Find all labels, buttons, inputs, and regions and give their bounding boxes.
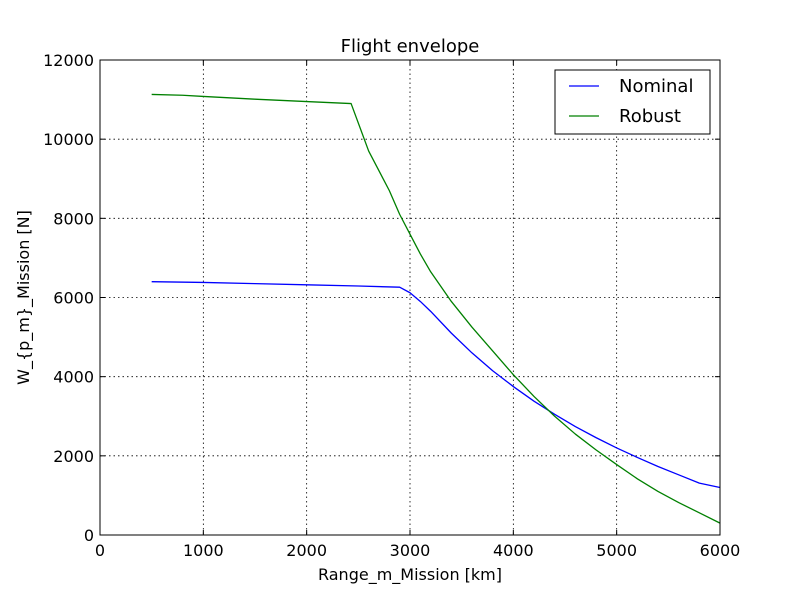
- y-tick-label: 4000: [53, 368, 94, 387]
- y-tick-label: 8000: [53, 209, 94, 228]
- legend-label-nominal: Nominal: [619, 76, 693, 97]
- x-tick-label: 6000: [700, 541, 741, 560]
- series-line-robust: [151, 93, 721, 524]
- series-line-nominal: [151, 281, 721, 489]
- x-tick-label: 3000: [390, 541, 431, 560]
- x-axis-label: Range_m_Mission [km]: [318, 565, 502, 585]
- legend-box: [554, 69, 711, 135]
- chart-title: Flight envelope: [341, 36, 480, 57]
- legend: Nominal Robust: [554, 69, 711, 135]
- x-tick-label: 2000: [286, 541, 327, 560]
- y-tick-label: 12000: [43, 51, 94, 70]
- series-lines: [151, 93, 721, 524]
- legend-label-robust: Robust: [619, 106, 681, 127]
- x-tick-label: 4000: [493, 541, 534, 560]
- y-tick-label: 10000: [43, 130, 94, 149]
- y-tick-label: 2000: [53, 447, 94, 466]
- y-axis-label: W_{p_m}_Mission [N]: [14, 210, 34, 385]
- x-tick-label: 5000: [596, 541, 637, 560]
- y-tick-label: 0: [84, 526, 94, 545]
- axis-ticks: 0 1000 2000 3000 4000 5000 6000 0 2000 4000 6000 80…: [43, 51, 740, 560]
- y-tick-label: 6000: [53, 289, 94, 308]
- x-tick-label: 0: [95, 541, 105, 560]
- x-tick-label: 1000: [183, 541, 224, 560]
